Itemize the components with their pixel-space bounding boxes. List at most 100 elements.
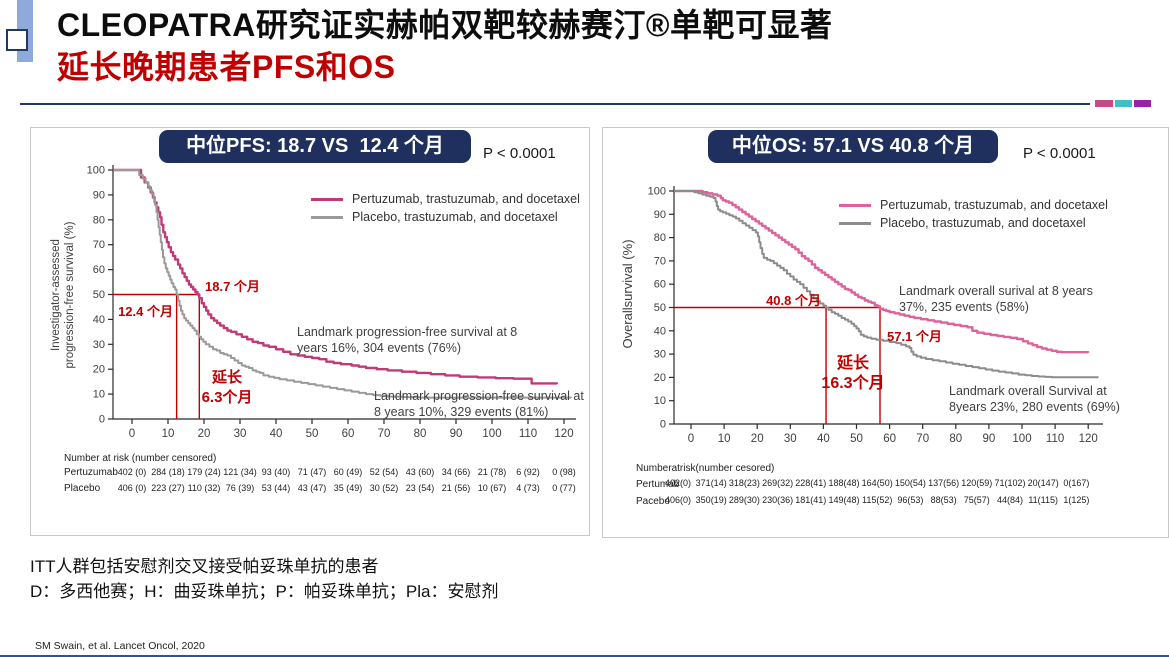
pfs-landmark-control-line1: Landmark progression-free survival at bbox=[374, 389, 584, 403]
y-tick-label: 50 bbox=[93, 289, 105, 301]
y-tick-label: 40 bbox=[93, 314, 105, 326]
x-tick-label: 70 bbox=[378, 428, 391, 440]
risk-cell: 350(19) bbox=[695, 495, 727, 505]
x-tick-label: 100 bbox=[1012, 433, 1031, 445]
risk-cell: 21 (78) bbox=[477, 467, 507, 477]
legend-row: Placebo, trastuzumab, and docetaxel bbox=[839, 216, 1108, 230]
os-median-header: 中位OS: 57.1 VS 40.8 个月 bbox=[708, 130, 998, 163]
risk-cell: 269(32) bbox=[762, 478, 794, 488]
km-curve-placebo bbox=[674, 190, 1100, 379]
y-tick-label: 70 bbox=[93, 239, 105, 251]
pfs-km-plot: 0 10 20 30 40 50 60 70 80 90 100 0 10 20 30 40 50 60 70 80 9… bbox=[87, 165, 576, 440]
risk-cell: 121 (34) bbox=[223, 467, 257, 477]
y-tick-label: 40 bbox=[654, 325, 666, 337]
slide-title: CLEOPATRA研究证实赫帕双靶较赫赛汀®单靶可显著 延长晚期患者PFS和OS bbox=[57, 4, 832, 88]
os-risk-table-title: Numberatrisk(number cesored) bbox=[636, 463, 775, 474]
os-landmark-control: Landmark overall Survival at 8years 23%,… bbox=[949, 383, 1169, 415]
x-tick-label: 80 bbox=[949, 433, 962, 445]
x-tick-label: 80 bbox=[414, 428, 427, 440]
citation: SM Swain, et al. Lancet Oncol, 2020 bbox=[35, 640, 205, 652]
y-tick-label: 80 bbox=[654, 232, 666, 244]
os-km-plot: 0 10 20 30 40 50 60 70 80 90 100 0 10 20 30 40 50 60 70 80 9… bbox=[648, 186, 1103, 445]
risk-cell: 149(48) bbox=[828, 495, 860, 505]
risk-cell: 71 (47) bbox=[297, 467, 327, 477]
risk-cell: 115(52) bbox=[862, 495, 893, 505]
risk-cell: 318(23) bbox=[728, 478, 760, 488]
os-legend: Pertuzumab, trastuzumab, and docetaxel Pl… bbox=[839, 198, 1108, 234]
legend-line-swatch bbox=[839, 221, 871, 225]
x-tick-label: 30 bbox=[234, 428, 247, 440]
risk-cell: 11(115) bbox=[1028, 495, 1059, 505]
y-tick-label: 100 bbox=[648, 186, 666, 198]
pfs-chart-panel: 中位PFS: 18.7 VS 12.4 个月 P < 0.0001 Invest… bbox=[30, 127, 590, 536]
risk-cell: 179 (24) bbox=[187, 467, 221, 477]
risk-cell: 53 (44) bbox=[261, 483, 291, 493]
risk-cell: 96(53) bbox=[897, 495, 924, 505]
y-tick-label: 50 bbox=[654, 302, 666, 314]
os-landmark-treatment-line2: 37%, 235 events (58%) bbox=[899, 300, 1029, 314]
risk-cell: 371(14) bbox=[695, 478, 727, 488]
pfs-landmark-treatment-line1: Landmark progression-free survival at 8 bbox=[297, 325, 518, 339]
pfs-p-value: P < 0.0001 bbox=[483, 145, 556, 162]
risk-cell: 120(59) bbox=[961, 478, 993, 488]
risk-cell: 150(54) bbox=[894, 478, 926, 488]
risk-cell: 43 (47) bbox=[297, 483, 327, 493]
legend-label: Pertuzumab, trastuzumab, and docetaxel bbox=[880, 198, 1108, 212]
risk-cell: 110 (32) bbox=[187, 483, 221, 493]
risk-cell: 0 (77) bbox=[552, 483, 576, 493]
legend-label: Placebo, trastuzumab, and docetaxel bbox=[352, 210, 558, 224]
risk-cell: 44(84) bbox=[996, 495, 1024, 505]
risk-cell: 35 (49) bbox=[333, 483, 363, 493]
legend-label: Pertuzumab, trastuzumab, and docetaxel bbox=[352, 192, 580, 206]
legend-line-swatch bbox=[839, 203, 871, 207]
x-tick-label: 120 bbox=[1079, 433, 1098, 445]
pfs-risk-table-title: Number at risk (number censored) bbox=[64, 453, 217, 464]
risk-cell: 137(56) bbox=[928, 478, 960, 488]
os-landmark-treatment-line1: Landmark overall surival at 8 years bbox=[899, 284, 1093, 298]
risk-cell: 21 (56) bbox=[441, 483, 471, 493]
accent-dash-purple bbox=[1134, 100, 1151, 107]
pfs-risk-row-label-pertuzumab: Pertuzumab bbox=[64, 467, 118, 478]
km-curve-pertuzumab bbox=[113, 168, 558, 385]
legend-line-swatch bbox=[311, 215, 343, 219]
risk-cell: 0(167) bbox=[1063, 478, 1090, 488]
pfs-risk-row-label-placebo: Placebo bbox=[64, 483, 101, 494]
y-tick-label: 90 bbox=[654, 209, 666, 221]
footnote-itt: ITT人群包括安慰剂交叉接受帕妥珠单抗的患者 bbox=[30, 557, 379, 576]
pfs-delta-line1: 延长 bbox=[211, 369, 242, 386]
risk-cell: 43 (60) bbox=[405, 467, 435, 477]
pfs-median-control-label: 12.4 个月 bbox=[118, 304, 173, 319]
pfs-median-treatment-label: 18.7 个月 bbox=[205, 279, 260, 294]
risk-cell: 34 (66) bbox=[441, 467, 471, 477]
y-tick-label: 20 bbox=[654, 372, 666, 384]
os-chart-panel: 中位OS: 57.1 VS 40.8 个月 P < 0.0001 Overall… bbox=[602, 127, 1169, 538]
y-tick-label: 10 bbox=[654, 395, 666, 407]
x-tick-label: 20 bbox=[751, 433, 764, 445]
risk-cell: 75(57) bbox=[963, 495, 990, 505]
accent-dash-pink bbox=[1095, 100, 1113, 107]
x-tick-label: 10 bbox=[718, 433, 731, 445]
risk-cell: 402(0) bbox=[664, 478, 692, 488]
risk-cell: 6 (92) bbox=[516, 467, 540, 477]
os-landmark-treatment: Landmark overall surival at 8 years 37%,… bbox=[899, 283, 1169, 315]
risk-cell: 4 (73) bbox=[516, 483, 540, 493]
pfs-landmark-treatment: Landmark progression-free survival at 8 … bbox=[297, 324, 597, 356]
accent-square bbox=[6, 29, 28, 51]
legend-line-swatch bbox=[311, 197, 343, 201]
x-tick-label: 110 bbox=[519, 428, 537, 440]
title-line-1: CLEOPATRA研究证实赫帕双靶较赫赛汀®单靶可显著 bbox=[57, 7, 833, 43]
x-tick-label: 60 bbox=[342, 428, 355, 440]
pfs-median-header: 中位PFS: 18.7 VS 12.4 个月 bbox=[159, 130, 471, 163]
risk-cell: 71(102) bbox=[994, 478, 1026, 488]
pfs-landmark-control: Landmark progression-free survival at 8 … bbox=[374, 388, 634, 420]
y-tick-label: 100 bbox=[87, 165, 105, 177]
pfs-delta-label: 延长 6.3个月 bbox=[181, 368, 273, 408]
os-delta-line1: 延长 bbox=[836, 355, 869, 372]
risk-cell: 23 (54) bbox=[405, 483, 435, 493]
os-risk-row-label-pacebo: Pacebo bbox=[636, 496, 670, 507]
x-tick-label: 50 bbox=[850, 433, 863, 445]
title-line-2: 延长晚期患者PFS和OS bbox=[57, 49, 396, 85]
legend-row: Placebo, trastuzumab, and docetaxel bbox=[311, 210, 580, 224]
os-risk-row-label-pertumab: Pertumab bbox=[636, 479, 680, 490]
km-curve-pertuzumab bbox=[674, 189, 1090, 354]
